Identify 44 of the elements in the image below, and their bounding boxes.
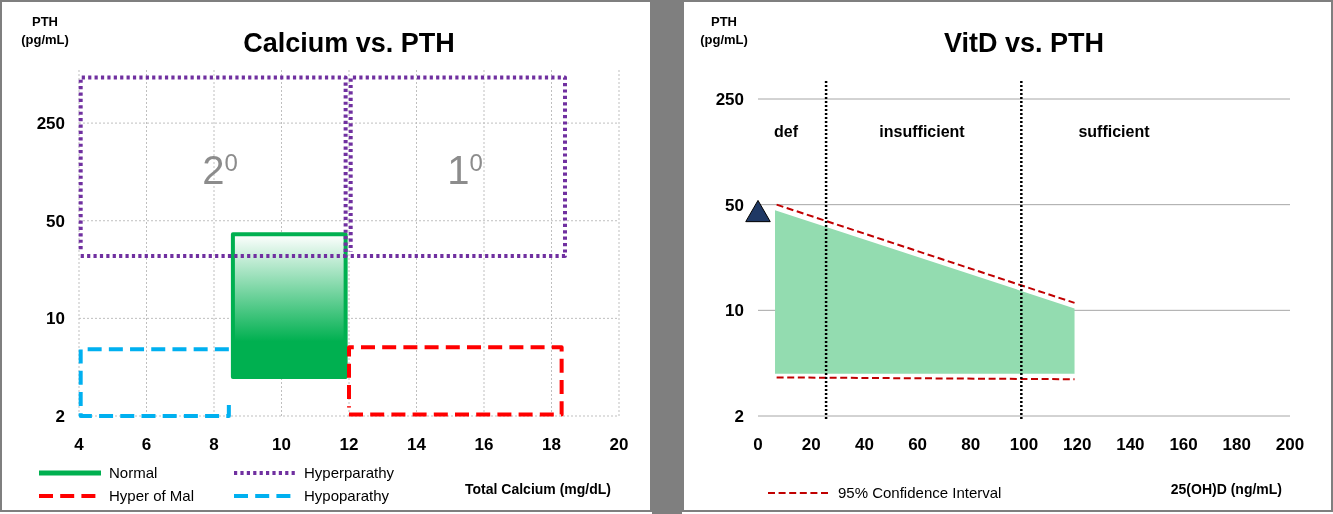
x-tick-label: 10 [272,435,291,454]
x-tick-label: 40 [854,435,874,454]
annotation: sufficient [1078,122,1151,140]
y-tick-label: 250 [36,114,65,134]
annotation: insufficient [879,122,966,140]
chart-title: Calcium vs. PTH [243,28,455,58]
annotation: 2$^{0}$ [202,148,238,192]
x-tick-label: 80 [961,435,981,454]
x-tick-label: 0 [753,435,763,454]
legend-label: Normal [109,464,158,482]
x-tick-label: 60 [908,435,928,454]
x-axis-title: 25(OH)D (ng/mL) [1170,481,1282,497]
y-axis-title: PTH (pg/mL) [21,14,69,47]
x-tick-label: 120 [1063,435,1092,454]
y-tick-label: 2 [55,406,65,426]
x-tick-label: 180 [1222,435,1251,454]
y-tick-label: 50 [725,195,744,215]
y-tick-label: 10 [725,301,744,321]
y-tick-label: 50 [46,211,65,231]
x-tick-label: 160 [1169,435,1198,454]
x-tick-label: 200 [1275,435,1305,454]
annotation: 1$^{0}$ [447,148,483,192]
y-axis-title: PTH (pg/mL) [700,14,748,47]
x-tick-label: 100 [1009,435,1039,454]
x-tick-label: 18 [542,435,561,454]
y-tick-label: 250 [715,89,744,109]
x-tick-label: 20 [609,435,629,454]
x-axis-title: Total Calcium (mg/dL) [465,481,611,497]
x-tick-label: 14 [407,435,427,454]
x-tick-label: 20 [801,435,821,454]
x-tick-label: 4 [74,435,85,454]
y-tick-label: 2 [734,406,744,426]
annotation: def [774,122,799,140]
x-tick-label: 12 [339,435,359,454]
legend-label: Hyper of Mal [109,487,195,505]
x-tick-label: 16 [474,435,494,454]
chart-title: VitD vs. PTH [943,28,1105,58]
legend-label: Hyperparathy [304,464,395,482]
x-tick-label: 140 [1116,435,1145,454]
x-tick-label: 6 [141,435,152,454]
legend-label: Hypoparathy [304,487,390,505]
legend-label: 95% Confidence Interval [838,484,1002,502]
y-tick-label: 10 [46,309,65,329]
x-tick-label: 8 [209,435,219,454]
